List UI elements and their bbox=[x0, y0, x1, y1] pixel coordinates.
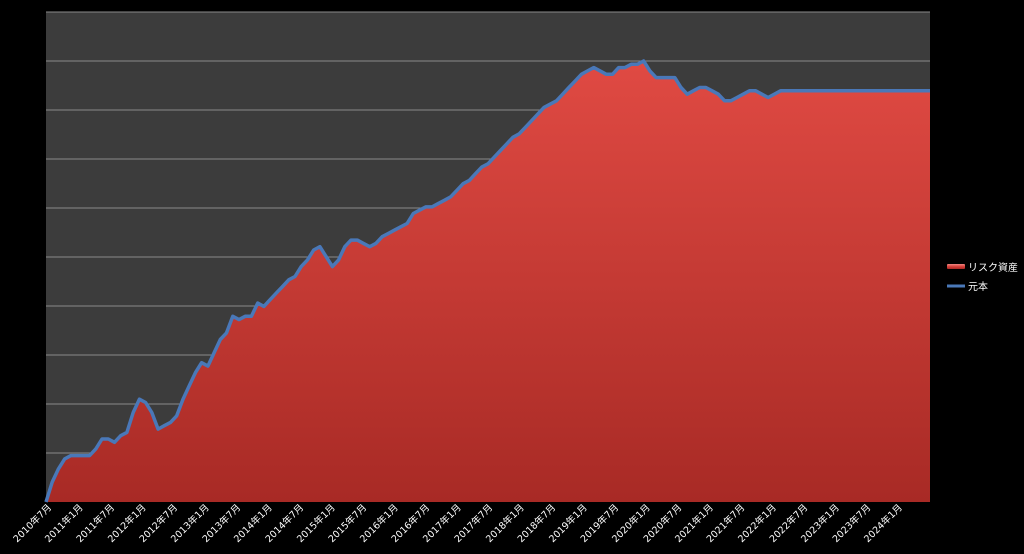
legend-label-principal: 元本 bbox=[968, 280, 988, 293]
legend-item-principal: 元本 bbox=[947, 280, 988, 293]
series-line-1 bbox=[44, 59, 930, 503]
legend: リスク資産 元本 bbox=[947, 261, 1018, 293]
series-area-0 bbox=[46, 61, 930, 502]
series-layer bbox=[44, 59, 930, 503]
x-axis-tick-labels: 2010年7月2011年1月2011年7月2012年1月2012年7月2013年… bbox=[11, 502, 905, 545]
legend-swatch-risk-assets bbox=[947, 264, 965, 269]
legend-item-risk-assets: リスク資産 bbox=[947, 261, 1018, 274]
legend-label-risk-assets: リスク資産 bbox=[968, 261, 1018, 274]
